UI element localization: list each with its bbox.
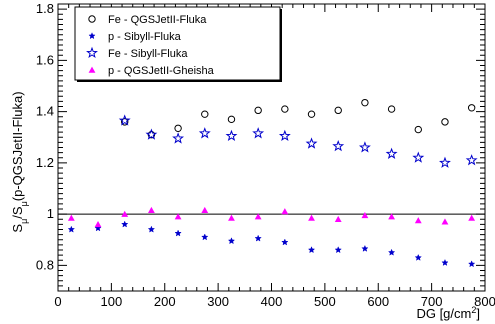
series-group <box>67 98 478 268</box>
legend-marker <box>88 66 96 73</box>
x-tick-label: 100 <box>101 294 123 309</box>
x-tick-label: 700 <box>421 294 443 309</box>
data-point <box>387 248 396 256</box>
data-point <box>227 115 236 124</box>
series-1 <box>67 220 476 268</box>
data-point <box>334 215 342 222</box>
data-point <box>145 128 158 140</box>
data-point <box>305 137 318 149</box>
data-point <box>281 208 289 215</box>
x-tick-label: 0 <box>54 294 61 309</box>
data-point <box>468 214 476 221</box>
data-point <box>361 98 369 107</box>
data-point <box>67 214 75 221</box>
data-point <box>201 110 209 118</box>
data-point <box>121 220 129 228</box>
data-point <box>334 246 342 254</box>
legend-entry-label: Fe - Sibyll-Fluka <box>108 48 188 60</box>
y-tick-label: 1.4 <box>36 104 54 119</box>
x-axis-label: DG [g/cm2] <box>416 305 480 321</box>
legend-box <box>74 6 281 81</box>
data-point <box>281 105 289 113</box>
series-3 <box>67 206 476 228</box>
data-point <box>121 118 129 126</box>
x-tick-label: 800 <box>474 294 495 309</box>
data-point <box>361 212 369 219</box>
data-point <box>385 147 398 159</box>
data-point <box>441 118 449 126</box>
data-point <box>254 234 262 242</box>
data-point <box>387 105 396 113</box>
data-point <box>67 225 76 233</box>
series-0 <box>121 98 476 139</box>
x-tick-label: 300 <box>207 294 229 309</box>
legend-entry-label: Fe - QGSJetII-Fluka <box>108 14 207 26</box>
data-point <box>94 220 102 228</box>
data-point <box>441 258 449 266</box>
data-point <box>227 237 236 245</box>
legend: Fe - QGSJetII-Fluka p - Sibyll-Fluka Fe - … <box>74 6 282 82</box>
data-point <box>174 229 182 237</box>
x-tick-label: 400 <box>261 294 283 309</box>
data-point <box>121 210 129 217</box>
data-point <box>148 206 155 214</box>
data-point <box>118 114 131 126</box>
data-point <box>201 206 209 214</box>
data-point <box>412 151 425 163</box>
legend-entry-label: p - QGSJetII-Gheisha <box>108 65 215 77</box>
data-point <box>174 213 182 220</box>
y-tick-label: 1.6 <box>36 52 54 67</box>
series-2 <box>118 114 478 168</box>
data-point <box>465 154 478 166</box>
axes: 0 100 200 300 400 500 600 700 800 0.8 1 1.2 1.4 1.6 1.… <box>36 1 495 309</box>
data-point <box>307 246 316 254</box>
legend-entry-label: p - Sibyll-Fluka <box>108 31 182 43</box>
data-point <box>441 218 449 225</box>
data-point <box>308 214 315 221</box>
y-tick-label: 1.2 <box>36 155 54 170</box>
data-point <box>467 104 476 112</box>
y-tick-label: 1 <box>47 206 54 221</box>
data-point <box>174 124 182 132</box>
y-tick-label: 1.8 <box>36 1 54 16</box>
data-point <box>278 129 291 142</box>
data-point <box>94 224 102 232</box>
data-point <box>281 238 289 246</box>
data-point <box>332 139 345 152</box>
data-point <box>414 125 422 134</box>
data-point <box>467 260 476 268</box>
data-point <box>414 253 422 261</box>
data-point <box>388 213 395 220</box>
legend-marker <box>88 32 96 40</box>
x-tick-label: 500 <box>314 294 336 309</box>
data-point <box>254 213 262 220</box>
data-point <box>307 110 316 118</box>
data-point <box>358 141 371 153</box>
data-point <box>228 214 235 221</box>
data-point <box>414 217 422 224</box>
data-point <box>334 106 342 115</box>
data-point <box>172 132 185 144</box>
y-axis-label: Sμ/Sμ(p-QGSJetII-Fluka) <box>10 91 29 232</box>
data-point <box>225 129 238 142</box>
legend-marker <box>86 46 98 59</box>
data-point <box>439 156 451 168</box>
data-point <box>201 233 209 241</box>
data-point <box>198 127 211 139</box>
y-tick-label: 0.8 <box>36 257 54 272</box>
data-point <box>361 244 369 252</box>
data-point <box>252 127 265 139</box>
data-point <box>147 225 156 233</box>
legend-marker <box>88 15 96 23</box>
x-tick-label: 600 <box>367 294 389 309</box>
x-tick-label: 200 <box>154 294 176 309</box>
data-point <box>254 106 262 115</box>
